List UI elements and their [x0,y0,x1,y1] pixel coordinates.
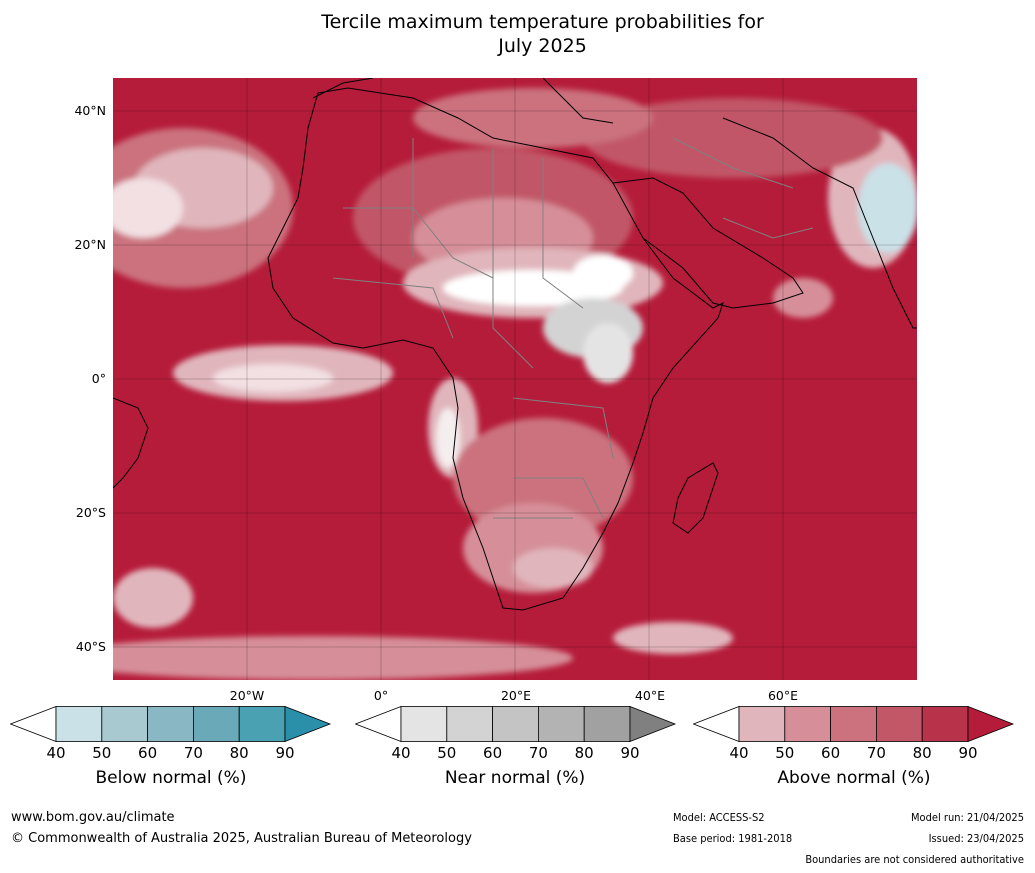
colorbar-tick-label: 40 [729,744,749,762]
lat-label-40n: 40°N [74,103,106,118]
title-line-2: July 2025 [498,35,587,57]
colorbar-segment [192,706,240,742]
colorbar-near-normal-svg [355,706,677,742]
lon-label-40e: 40°E [634,688,666,703]
colorbar-above-normal [693,706,1015,742]
colorbar-tick-label: 90 [958,744,978,762]
footer-model: Model: ACCESS-S2 [673,811,765,824]
colorbar-min-arrow [693,706,740,742]
lat-label-20n: 20°N [74,237,106,252]
colorbar-tick-label: 90 [620,744,640,762]
footer-boundaries: Boundaries are not considered authoritat… [805,853,1024,866]
colorbar-tick-label: 80 [574,744,594,762]
colorbar-near-normal [355,706,677,742]
graticule [113,78,917,680]
colorbar-below-normal-svg [10,706,332,742]
lon-label-20w: 20°W [229,688,265,703]
lon-label-0: 0° [373,688,389,703]
lon-label-20e: 20°E [500,688,532,703]
colorbar-segment [921,706,969,742]
colorbar-tick-label: 50 [437,744,457,762]
footer-issued: Issued: 23/04/2025 [928,832,1024,845]
colorbar-tick-label: 50 [775,744,795,762]
colorbar-tick-label: 80 [912,744,932,762]
colorbar-tick-label: 80 [229,744,249,762]
colorbar-tick-label: 50 [92,744,112,762]
lat-label-0: 0° [91,371,106,386]
colorbar-segment [583,706,631,742]
country-boundaries [332,137,814,519]
lon-label-60e: 60°E [767,688,799,703]
colorbar-tick-label: 40 [391,744,411,762]
colorbar-segment [446,706,494,742]
colorbar-segment [238,706,286,742]
colorbar-min-arrow [355,706,402,742]
lat-label-20s: 20°S [75,505,106,520]
colorbar-max-arrow [284,706,332,742]
colorbar-segment [830,706,877,742]
colorbar-segment [738,706,786,742]
colorbar-label-above: Above normal (%) [777,768,931,788]
colorbar-tick-label: 70 [183,744,203,762]
footer-base-period: Base period: 1981-2018 [673,832,793,845]
colorbar-max-arrow [967,706,1015,742]
map-canvas [113,78,917,680]
probability-shading [113,88,917,680]
colorbar-segment [784,706,832,742]
footer-model-run: Model run: 21/04/2025 [911,811,1024,824]
colorbar-segment [55,706,103,742]
colorbar-segment [147,706,194,742]
coastlines [113,78,917,611]
colorbar-tick-label: 60 [821,744,841,762]
colorbar-tick-label: 60 [483,744,503,762]
map-title: Tercile maximum temperature probabilitie… [0,10,1035,58]
colorbar-tick-label: 70 [528,744,548,762]
colorbar-segment [492,706,539,742]
lat-label-40s: 40°S [75,639,106,654]
colorbar-label-near: Near normal (%) [444,768,586,788]
colorbar-min-arrow [10,706,57,742]
colorbar-segment [101,706,149,742]
probability-map [113,78,917,680]
colorbar-below-normal [10,706,332,742]
colorbar-max-arrow [629,706,677,742]
colorbar-segment [875,706,923,742]
colorbar-tick-label: 90 [275,744,295,762]
colorbar-tick-label: 60 [138,744,158,762]
colorbar-segment [537,706,585,742]
colorbar-tick-label: 40 [46,744,66,762]
colorbar-tick-label: 70 [866,744,886,762]
colorbar-above-normal-svg [693,706,1015,742]
footer-website: www.bom.gov.au/climate [11,810,175,825]
title-line-1: Tercile maximum temperature probabilitie… [321,11,764,33]
footer-copyright: © Commonwealth of Australia 2025, Austra… [11,831,472,846]
colorbar-segment [400,706,448,742]
colorbar-label-below: Below normal (%) [95,768,247,788]
